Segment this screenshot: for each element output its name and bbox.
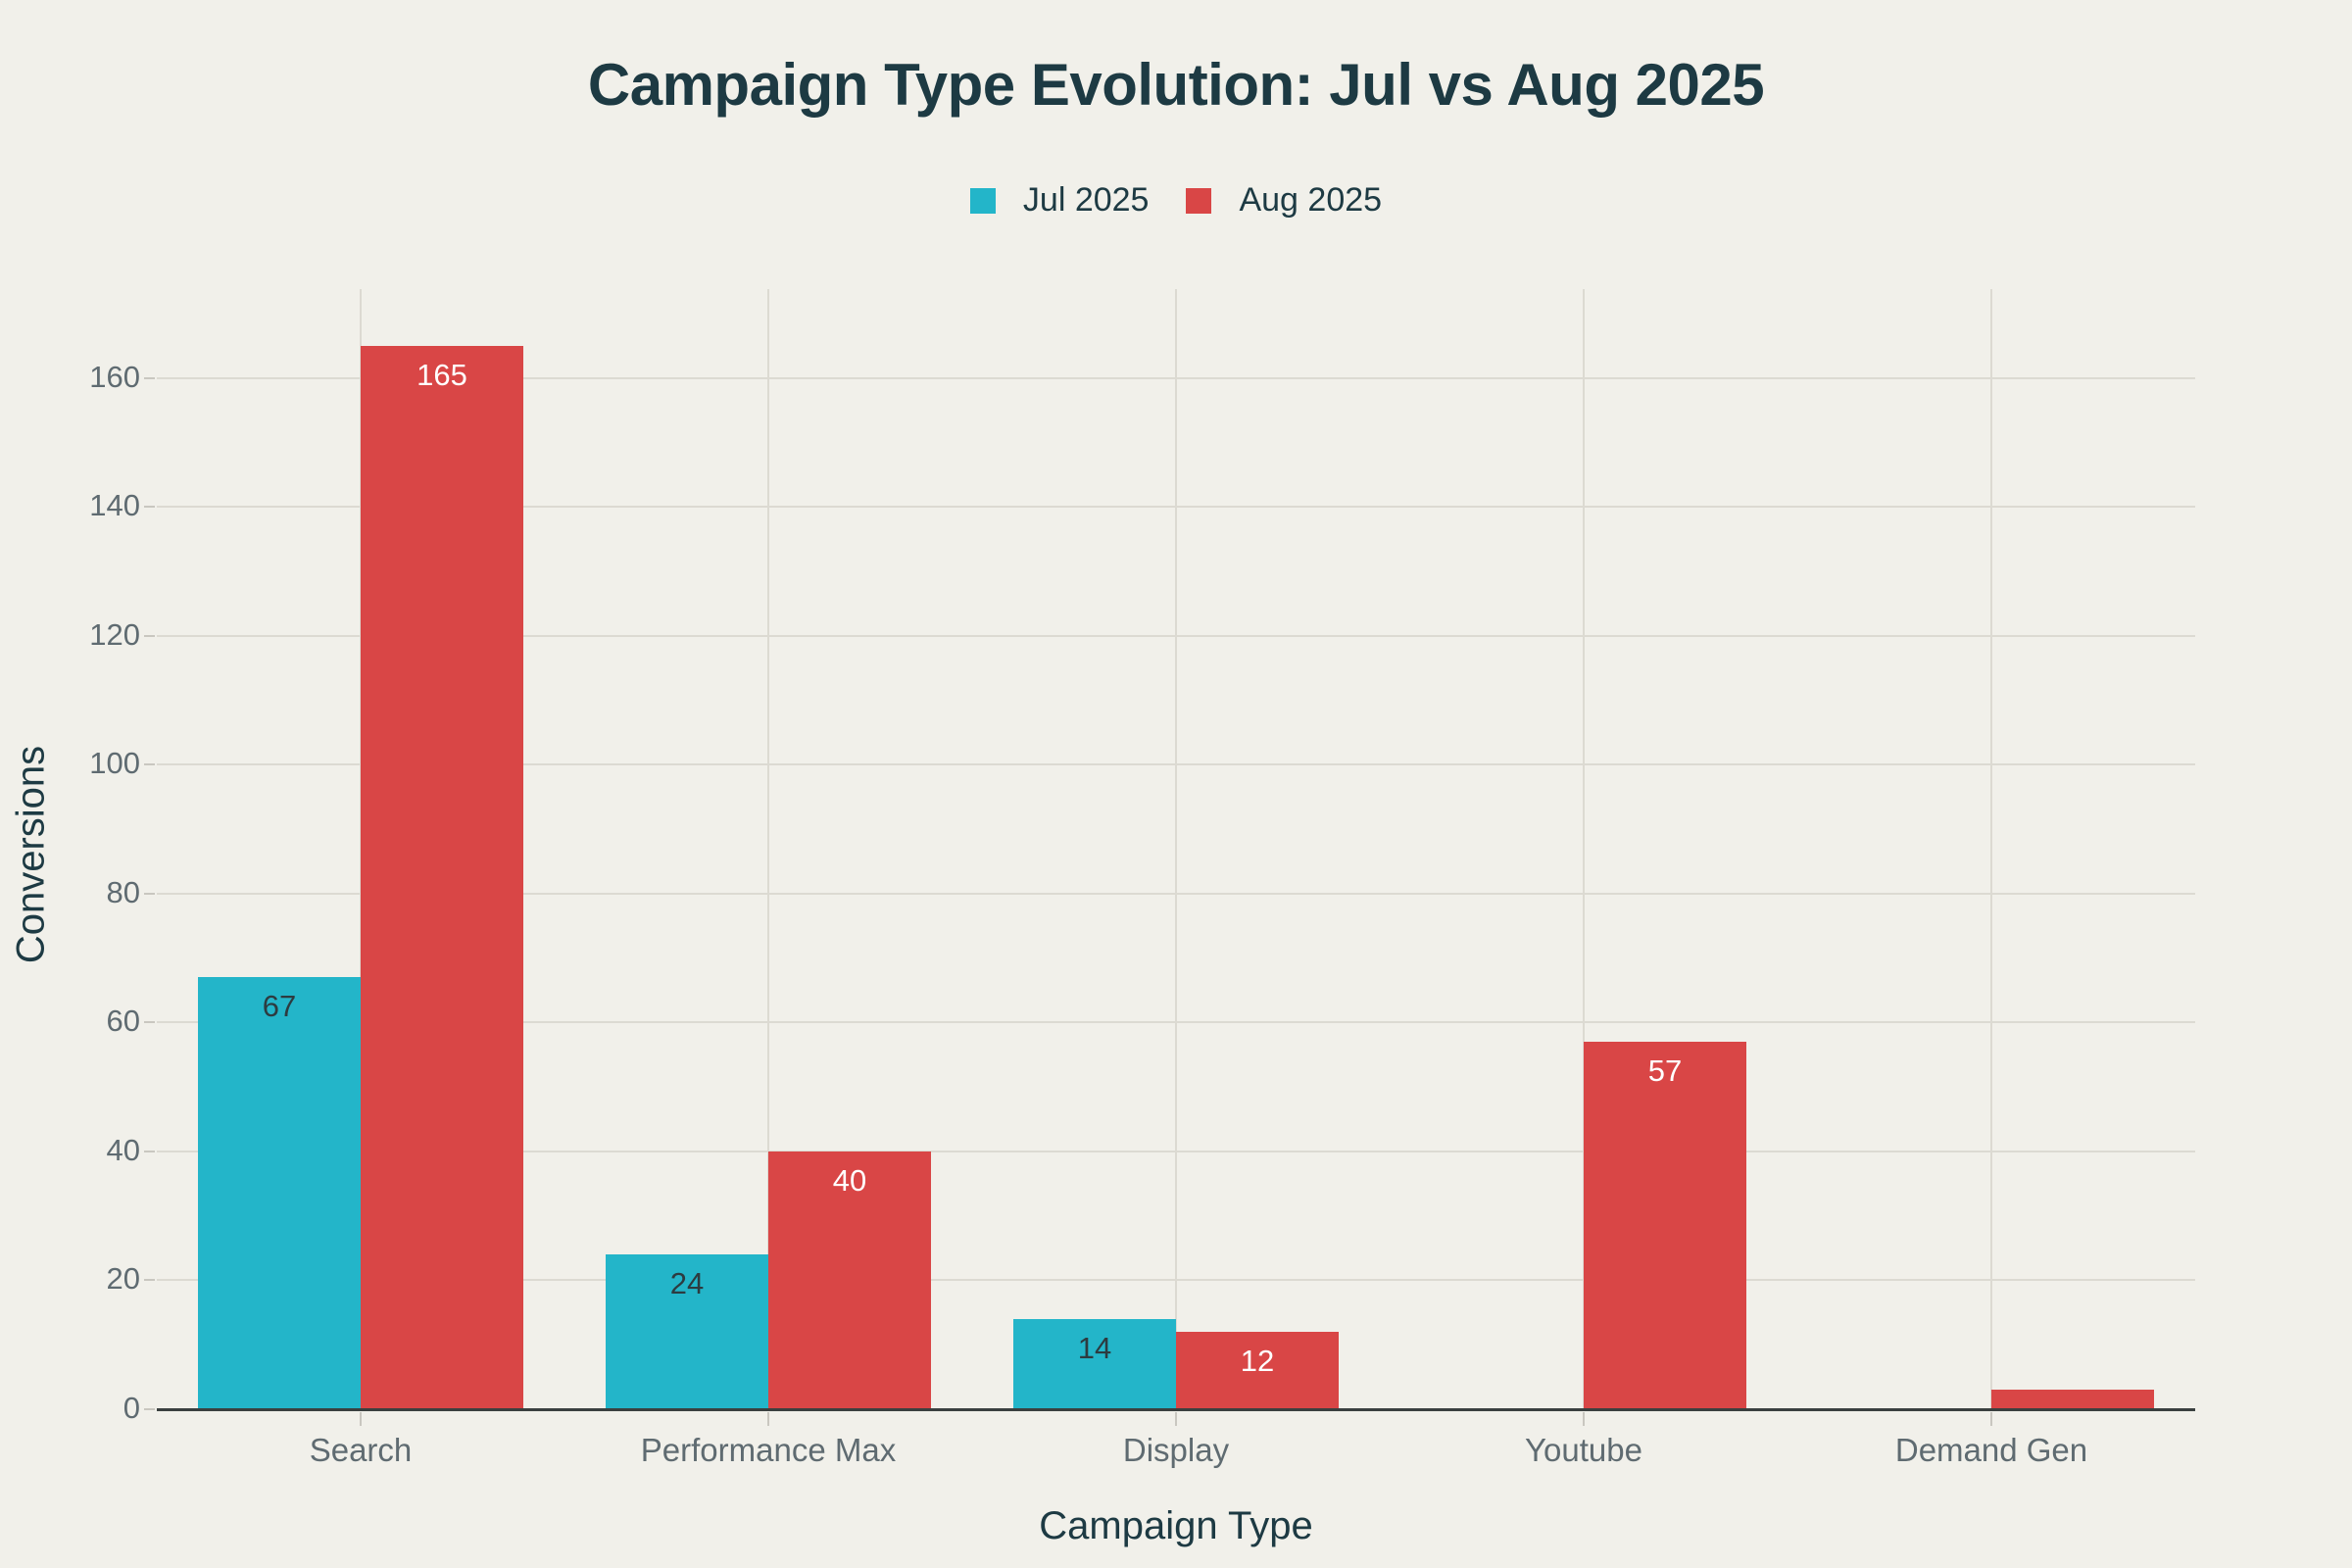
y-tick-label: 20 [106, 1261, 140, 1297]
x-gridline-2 [1175, 289, 1177, 1409]
chart-title: Campaign Type Evolution: Jul vs Aug 2025 [587, 52, 1765, 118]
chart-legend: Jul 2025 Aug 2025 [0, 181, 2352, 220]
y-tick-mark [144, 1021, 155, 1024]
y-tick-label: 100 [89, 746, 140, 781]
y-tick-label: 40 [106, 1132, 140, 1167]
bar-value-label: 67 [262, 989, 297, 1024]
bar-aug-2025-display[interactable] [1176, 1332, 1339, 1409]
y-tick-mark [144, 763, 155, 766]
x-tick-mark [1175, 1412, 1177, 1426]
y-tick-mark [144, 634, 155, 637]
x-tick-mark [1583, 1412, 1585, 1426]
legend-item-jul-2025[interactable]: Jul 2025 [969, 181, 1150, 220]
legend-swatch-icon [969, 187, 996, 214]
legend-item-label: Aug 2025 [1239, 181, 1383, 219]
bar-value-label: 14 [1077, 1330, 1112, 1365]
y-axis-title: Conversions [9, 745, 53, 964]
x-axis-title: Campaign Type [1039, 1504, 1313, 1547]
x-tick-label-0: Search [309, 1432, 413, 1468]
x-tick-mark [1990, 1412, 1992, 1426]
bar-value-label: 12 [1240, 1344, 1275, 1379]
x-tick-label-4: Demand Gen [1894, 1432, 2088, 1468]
x-gridline-3 [1583, 289, 1585, 1409]
y-tick-label: 160 [89, 359, 140, 394]
y-tick-mark [144, 506, 155, 509]
x-gridline-1 [767, 289, 769, 1409]
y-tick-label: 120 [89, 616, 140, 652]
bar-jul-2025-display[interactable] [1013, 1318, 1176, 1409]
plot-area: 67 24 14 165 40 12 57 [157, 289, 2195, 1411]
x-axis-line [157, 1408, 2195, 1411]
y-tick-mark [144, 892, 155, 895]
x-gridline-4 [1990, 289, 1992, 1409]
bar-aug-2025-youtube[interactable] [1584, 1042, 1746, 1409]
x-tick-mark [360, 1412, 362, 1426]
x-tick-label-2: Display [1122, 1432, 1230, 1468]
legend-swatch-icon [1186, 187, 1212, 214]
bar-value-label: 40 [832, 1162, 867, 1198]
bar-jul-2025-search[interactable] [198, 977, 361, 1409]
y-tick-mark [144, 1150, 155, 1152]
bar-jul-2025-performance-max[interactable] [606, 1254, 768, 1409]
y-tick-label: 140 [89, 488, 140, 523]
y-tick-mark [144, 1279, 155, 1282]
bar-aug-2025-demand-gen[interactable] [1991, 1390, 2154, 1409]
x-tick-label-1: Performance Max [640, 1432, 897, 1468]
bar-aug-2025-performance-max[interactable] [768, 1151, 931, 1409]
y-tick-mark [144, 376, 155, 379]
legend-item-label: Jul 2025 [1022, 181, 1150, 219]
bar-value-label: 57 [1647, 1054, 1683, 1089]
bar-value-label: 24 [669, 1266, 705, 1301]
y-tick-label: 60 [106, 1004, 140, 1039]
legend-item-aug-2025[interactable]: Aug 2025 [1186, 181, 1382, 220]
y-tick-label: 0 [122, 1391, 140, 1425]
bar-aug-2025-search[interactable] [361, 345, 523, 1409]
x-tick-label-3: Youtube [1525, 1432, 1642, 1468]
y-tick-mark [144, 1408, 155, 1410]
y-tick-label: 80 [106, 874, 140, 909]
bar-value-label: 165 [416, 357, 467, 392]
x-tick-mark [767, 1412, 769, 1426]
